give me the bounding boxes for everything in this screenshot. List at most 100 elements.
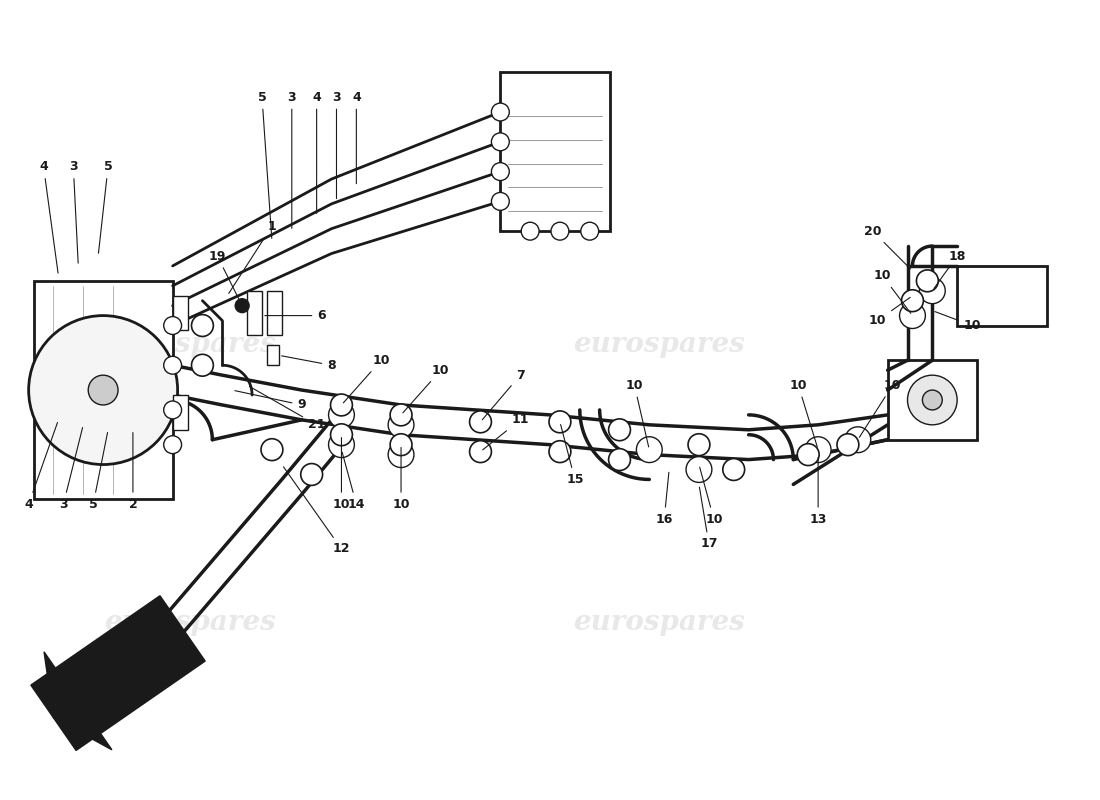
Text: 10: 10 — [332, 438, 350, 510]
Circle shape — [164, 317, 182, 334]
Polygon shape — [31, 596, 206, 750]
Text: 10: 10 — [393, 447, 410, 510]
FancyBboxPatch shape — [248, 290, 262, 335]
Text: 6: 6 — [265, 309, 326, 322]
FancyBboxPatch shape — [34, 281, 173, 499]
Circle shape — [388, 442, 414, 467]
Text: 9: 9 — [235, 390, 306, 411]
Text: 5: 5 — [99, 160, 112, 254]
Text: 10: 10 — [626, 378, 649, 447]
FancyBboxPatch shape — [888, 360, 977, 440]
Text: 17: 17 — [700, 487, 717, 550]
Text: 20: 20 — [864, 225, 911, 269]
Text: 11: 11 — [483, 414, 529, 450]
Polygon shape — [44, 652, 112, 750]
Circle shape — [549, 411, 571, 433]
Circle shape — [637, 437, 662, 462]
Text: 7: 7 — [482, 369, 525, 420]
Text: 3: 3 — [332, 90, 341, 198]
Circle shape — [908, 375, 957, 425]
Circle shape — [923, 390, 943, 410]
Text: 5: 5 — [257, 90, 272, 238]
Circle shape — [300, 463, 322, 486]
Text: 10: 10 — [343, 354, 389, 403]
FancyBboxPatch shape — [173, 296, 187, 330]
Text: 10: 10 — [403, 364, 450, 413]
Circle shape — [900, 302, 925, 329]
Circle shape — [261, 438, 283, 461]
Text: eurospares: eurospares — [573, 331, 745, 358]
Circle shape — [191, 354, 213, 376]
FancyBboxPatch shape — [500, 72, 609, 231]
Circle shape — [549, 441, 571, 462]
Circle shape — [164, 401, 182, 419]
Circle shape — [492, 193, 509, 210]
Text: 5: 5 — [89, 433, 108, 510]
Circle shape — [388, 412, 414, 438]
Circle shape — [686, 457, 712, 482]
FancyBboxPatch shape — [957, 266, 1046, 326]
Text: 8: 8 — [282, 356, 336, 372]
Circle shape — [688, 434, 710, 456]
Circle shape — [329, 432, 354, 458]
Text: 2: 2 — [129, 433, 138, 510]
Circle shape — [805, 437, 830, 462]
Circle shape — [492, 133, 509, 150]
Text: 10: 10 — [935, 312, 981, 332]
Text: 4: 4 — [24, 422, 57, 510]
Circle shape — [164, 356, 182, 374]
Text: eurospares: eurospares — [103, 609, 275, 636]
Text: 16: 16 — [656, 472, 673, 526]
Circle shape — [798, 444, 820, 466]
Text: eurospares: eurospares — [103, 331, 275, 358]
Text: 4: 4 — [312, 90, 321, 214]
FancyBboxPatch shape — [173, 395, 187, 430]
Circle shape — [845, 427, 871, 453]
Text: 10: 10 — [859, 378, 901, 438]
Circle shape — [330, 424, 352, 446]
Circle shape — [29, 315, 177, 465]
Circle shape — [235, 298, 249, 313]
Circle shape — [492, 103, 509, 121]
Text: 3: 3 — [287, 90, 296, 228]
Text: 15: 15 — [561, 425, 584, 486]
Text: 10: 10 — [700, 467, 723, 526]
Text: 4: 4 — [352, 90, 361, 184]
Circle shape — [521, 222, 539, 240]
Text: 10: 10 — [790, 378, 817, 447]
Text: 18: 18 — [934, 250, 966, 289]
Circle shape — [492, 162, 509, 181]
Text: 21: 21 — [250, 386, 326, 431]
Circle shape — [390, 434, 412, 456]
FancyBboxPatch shape — [267, 346, 279, 366]
Circle shape — [902, 290, 923, 312]
Circle shape — [329, 402, 354, 428]
Circle shape — [551, 222, 569, 240]
Circle shape — [581, 222, 598, 240]
Circle shape — [608, 419, 630, 441]
Text: 3: 3 — [69, 160, 78, 263]
Circle shape — [88, 375, 118, 405]
Circle shape — [470, 441, 492, 462]
Circle shape — [723, 458, 745, 481]
Text: 1: 1 — [229, 220, 276, 294]
Circle shape — [470, 411, 492, 433]
Circle shape — [330, 394, 352, 416]
Circle shape — [837, 434, 859, 456]
Text: eurospares: eurospares — [573, 609, 745, 636]
Text: 3: 3 — [59, 427, 82, 510]
Text: 12: 12 — [284, 467, 350, 555]
FancyBboxPatch shape — [267, 290, 282, 335]
Circle shape — [916, 270, 938, 292]
Text: 13: 13 — [810, 458, 827, 526]
Text: 19: 19 — [209, 250, 241, 303]
Text: 10: 10 — [873, 270, 911, 314]
Text: 14: 14 — [342, 452, 365, 510]
Circle shape — [920, 278, 945, 304]
Text: 4: 4 — [40, 160, 58, 273]
Circle shape — [608, 449, 630, 470]
Circle shape — [390, 404, 412, 426]
Circle shape — [191, 314, 213, 337]
Circle shape — [164, 436, 182, 454]
Text: 10: 10 — [869, 298, 910, 327]
